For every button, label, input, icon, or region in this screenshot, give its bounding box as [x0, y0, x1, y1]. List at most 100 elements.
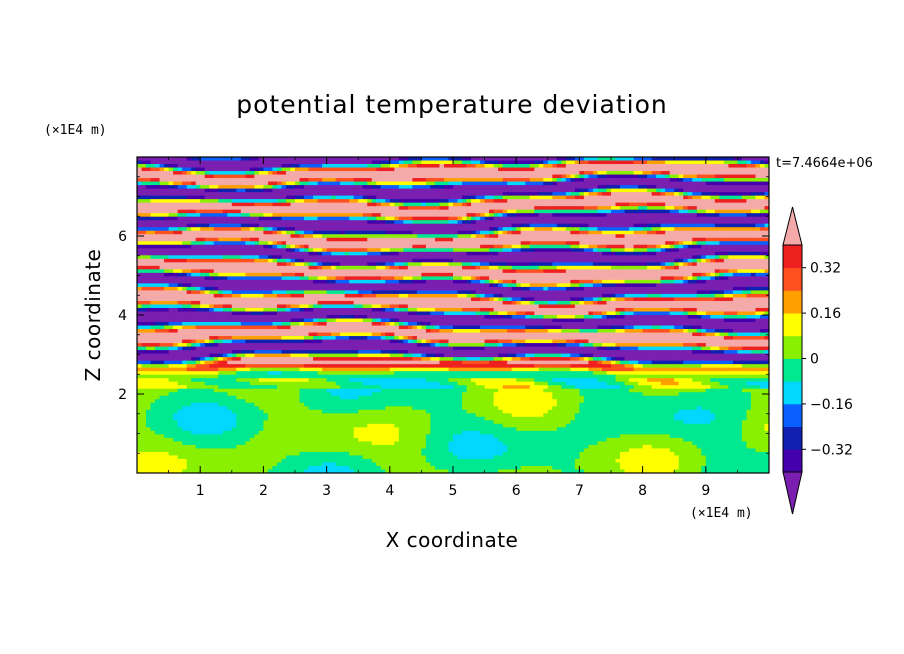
- contour-cell: [741, 230, 748, 235]
- contour-cell: [146, 234, 152, 239]
- contour-cell: [227, 178, 233, 183]
- contour-cell: [439, 241, 445, 246]
- contour-cell: [723, 167, 729, 172]
- contour-cell: [475, 202, 481, 207]
- contour-cell: [240, 237, 246, 242]
- contour-cell: [714, 181, 720, 186]
- contour-cell: [295, 192, 301, 197]
- contour-cell: [416, 223, 422, 228]
- contour-cell: [741, 192, 748, 197]
- contour-cell: [331, 227, 337, 232]
- contour-cell: [385, 164, 391, 169]
- contour-cell: [669, 202, 675, 207]
- contour-cell: [741, 206, 748, 211]
- contour-cell: [326, 213, 332, 218]
- contour-cell: [588, 248, 594, 253]
- contour-cell: [344, 248, 350, 253]
- contour-cell: [502, 164, 508, 169]
- contour-cell: [222, 255, 228, 260]
- contour-cell: [714, 230, 720, 235]
- contour-cell: [678, 241, 684, 246]
- contour-cell: [353, 167, 359, 172]
- contour-cell: [394, 213, 400, 218]
- contour-cell: [299, 223, 305, 228]
- contour-cell: [579, 251, 585, 256]
- contour-cell: [254, 234, 260, 239]
- contour-cell: [462, 167, 468, 172]
- contour-cell: [398, 269, 404, 274]
- contour-cell: [656, 220, 662, 225]
- contour-cell: [750, 202, 757, 207]
- contour-cell: [218, 209, 224, 214]
- contour-cell: [525, 171, 531, 176]
- contour-cell: [705, 223, 711, 228]
- contour-cell: [520, 230, 526, 235]
- contour-cell: [209, 209, 215, 214]
- contour-cell: [353, 213, 359, 218]
- contour-cell: [439, 279, 445, 284]
- contour-cell: [750, 181, 757, 186]
- contour-cell: [394, 227, 400, 232]
- contour-cell: [358, 157, 364, 162]
- contour-cell: [759, 164, 766, 169]
- contour-cell: [588, 230, 594, 235]
- contour-cell: [331, 230, 337, 235]
- contour-cell: [511, 209, 517, 214]
- contour-cell: [308, 213, 314, 218]
- contour-cell: [759, 220, 766, 225]
- contour-cell: [358, 244, 364, 249]
- contour-cell: [574, 185, 580, 190]
- contour-cell: [552, 178, 558, 183]
- contour-cell: [737, 276, 743, 281]
- contour-cell: [367, 188, 373, 193]
- contour-cell: [556, 258, 562, 263]
- contour-cell: [425, 230, 432, 235]
- contour-cell: [258, 164, 264, 169]
- contour-cell: [177, 209, 183, 214]
- contour-cell: [258, 202, 264, 207]
- contour-cell: [376, 272, 382, 277]
- contour-cell: [240, 188, 246, 193]
- contour-cell: [520, 209, 526, 214]
- contour-cell: [412, 206, 418, 211]
- contour-cell: [701, 202, 707, 207]
- contour-cell: [155, 199, 161, 204]
- contour-cell: [398, 160, 404, 165]
- contour-cell: [439, 192, 445, 197]
- contour-cell: [583, 174, 590, 179]
- contour-cell: [480, 244, 486, 249]
- contour-cell: [304, 185, 310, 190]
- contour-cell: [236, 279, 242, 284]
- contour-cell: [552, 157, 558, 162]
- contour-cell: [168, 276, 174, 281]
- contour-cell: [493, 234, 499, 239]
- contour-cell: [647, 199, 653, 204]
- contour-cell: [507, 195, 513, 200]
- contour-cell: [525, 164, 531, 169]
- contour-cell: [683, 213, 689, 218]
- contour-cell: [629, 220, 635, 225]
- contour-cell: [430, 171, 436, 176]
- contour-cell: [529, 272, 535, 277]
- contour-cell: [669, 272, 675, 277]
- contour-cell: [629, 206, 635, 211]
- contour-cell: [263, 269, 269, 274]
- contour-cell: [475, 255, 481, 260]
- contour-cell: [665, 167, 671, 172]
- contour-cell: [245, 213, 251, 218]
- contour-cell: [299, 279, 305, 284]
- contour-cell: [439, 234, 445, 239]
- contour-cell: [430, 192, 436, 197]
- contour-cell: [236, 174, 242, 179]
- contour-cell: [755, 241, 761, 246]
- contour-cell: [200, 164, 206, 169]
- contour-cell: [272, 206, 278, 211]
- contour-cell: [204, 248, 210, 253]
- contour-cell: [353, 192, 359, 197]
- contour-cell: [412, 174, 418, 179]
- contour-cell: [448, 206, 454, 211]
- contour-cell: [150, 213, 156, 218]
- contour-cell: [285, 241, 292, 246]
- contour-cell: [520, 262, 526, 267]
- contour-cell: [714, 255, 720, 260]
